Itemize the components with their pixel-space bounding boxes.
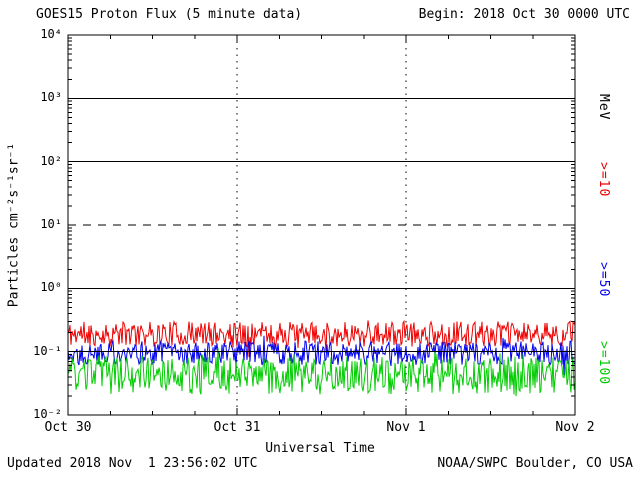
series-label-ge100: >=100 (596, 341, 611, 386)
series-label-ge50: >=50 (596, 262, 611, 298)
flux-trace-ge100 (67, 347, 576, 397)
right-axis-unit-label: MeV (596, 94, 611, 121)
x-axis-label: Universal Time (265, 441, 375, 456)
y-tick-1e0: 10⁰ (40, 280, 62, 294)
chart-title: GOES15 Proton Flux (5 minute data) (36, 7, 303, 22)
y-tick-1e2: 10² (40, 154, 62, 168)
y-tick-1e1: 10¹ (40, 217, 62, 231)
updated-timestamp: Updated 2018 Nov 1 23:56:02 UTC (7, 456, 258, 471)
y-tick-1e4: 10⁴ (40, 27, 62, 41)
y-tick-1e3: 10³ (40, 90, 62, 104)
y-tick-1e-1: 10⁻¹ (33, 344, 62, 358)
begin-timestamp: Begin: 2018 Oct 30 0000 UTC (418, 7, 630, 22)
x-tick-oct30: Oct 30 (44, 420, 92, 435)
data-source: NOAA/SWPC Boulder, CO USA (437, 456, 633, 471)
series-label-ge10: >=10 (596, 162, 611, 198)
y-tick-1e-2: 10⁻² (33, 407, 62, 421)
x-tick-nov2: Nov 2 (555, 420, 595, 435)
flux-trace-ge10 (67, 319, 576, 358)
x-tick-nov1: Nov 1 (386, 420, 426, 435)
x-tick-oct31: Oct 31 (213, 420, 261, 435)
